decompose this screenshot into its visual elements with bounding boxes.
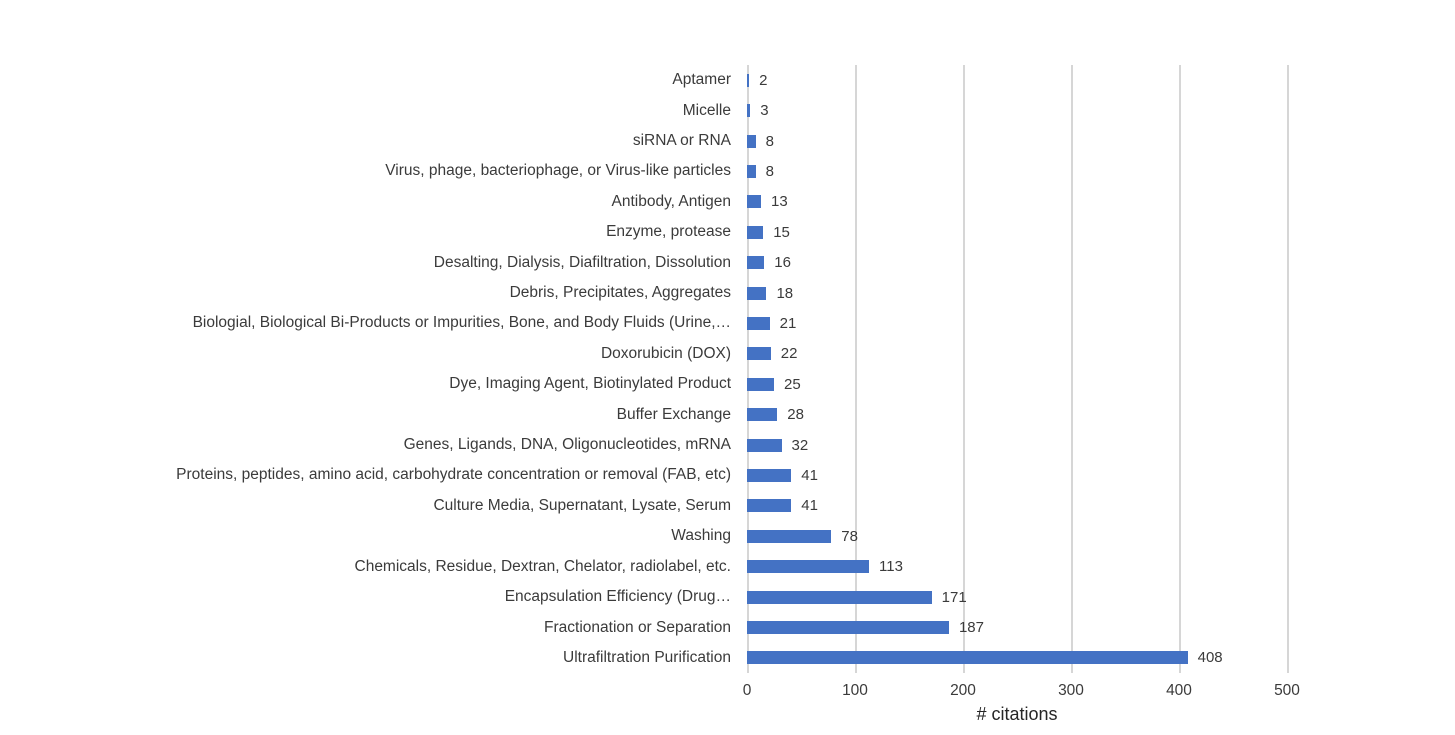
bar-row: Enzyme, protease 15 xyxy=(0,217,1455,247)
bar-row: Fractionation or Separation 187 xyxy=(0,612,1455,642)
bar xyxy=(747,377,774,391)
bar-row: Chemicals, Residue, Dextran, Chelator, r… xyxy=(0,552,1455,582)
value-label: 2 xyxy=(759,71,768,89)
category-label: Culture Media, Supernatant, Lysate, Seru… xyxy=(433,496,731,514)
x-tick-label: 300 xyxy=(1058,682,1084,699)
bar-row: Encapsulation Efficiency (Drug… 171 xyxy=(0,582,1455,612)
value-label: 15 xyxy=(773,223,790,241)
value-label: 13 xyxy=(771,193,788,211)
bar xyxy=(747,590,932,604)
bar-row: Proteins, peptides, amino acid, carbohyd… xyxy=(0,460,1455,490)
category-label: siRNA or RNA xyxy=(632,132,731,150)
bar-row: Washing 78 xyxy=(0,521,1455,551)
gridline xyxy=(1071,65,1073,673)
category-label: Dye, Imaging Agent, Biotinylated Product xyxy=(449,375,731,393)
value-label: 113 xyxy=(879,558,903,576)
bar xyxy=(747,529,832,543)
category-label: Fractionation or Separation xyxy=(544,618,731,636)
bar-row: siRNA or RNA 8 xyxy=(0,126,1455,156)
category-label: Buffer Exchange xyxy=(616,405,731,423)
value-label: 41 xyxy=(801,466,818,484)
bar-row: Desalting, Dialysis, Diafiltration, Diss… xyxy=(0,247,1455,277)
bar xyxy=(747,347,771,361)
bar xyxy=(747,225,764,239)
bar xyxy=(747,468,792,482)
bar xyxy=(747,164,756,178)
category-label: Micelle xyxy=(682,101,731,119)
bar-row: Virus, phage, bacteriophage, or Virus-li… xyxy=(0,156,1455,186)
gridline xyxy=(1287,65,1289,673)
value-label: 21 xyxy=(779,314,797,332)
value-label: 78 xyxy=(841,527,858,545)
plot-area xyxy=(747,65,1307,673)
bar xyxy=(747,73,750,87)
value-label: 3 xyxy=(760,102,769,120)
value-label: 8 xyxy=(765,132,774,150)
gridline xyxy=(855,65,857,673)
value-label: 28 xyxy=(787,406,804,424)
category-label: Encapsulation Efficiency (Drug… xyxy=(504,588,731,606)
category-label: Debris, Precipitates, Aggregates xyxy=(509,284,731,302)
bar-row: Dye, Imaging Agent, Biotinylated Product… xyxy=(0,369,1455,399)
x-axis-ticks: 0 100 200 300 400 500 xyxy=(743,682,1307,702)
category-label: Ultrafiltration Purification xyxy=(563,648,731,666)
bar-row: Doxorubicin (DOX) 22 xyxy=(0,339,1455,369)
bar-row: Culture Media, Supernatant, Lysate, Seru… xyxy=(0,491,1455,521)
value-label: 8 xyxy=(765,162,774,180)
bar xyxy=(747,104,751,118)
bar-row: Genes, Ligands, DNA, Oligonucleotides, m… xyxy=(0,430,1455,460)
bar xyxy=(747,195,762,209)
x-tick-label: 400 xyxy=(1166,682,1192,699)
x-tick-label: 200 xyxy=(950,682,976,699)
category-label: Aptamer xyxy=(672,71,731,89)
value-label: 25 xyxy=(784,375,801,393)
bar-rows: Aptamer 2 Micelle 3 siRNA or RNA 8 Virus, phag… xyxy=(0,65,1455,673)
category-label: Genes, Ligands, DNA, Oligonucleotides, m… xyxy=(403,436,731,454)
value-label: 41 xyxy=(801,497,818,515)
value-label: 187 xyxy=(958,619,984,637)
bar-row: Ultrafiltration Purification 408 xyxy=(0,643,1455,673)
value-label: 18 xyxy=(776,284,794,302)
bar xyxy=(747,408,778,422)
bar-row: Buffer Exchange 28 xyxy=(0,399,1455,429)
bar-row: Biologial, Biological Bi-Products or Imp… xyxy=(0,308,1455,338)
x-axis-title: # citations xyxy=(976,704,1058,724)
category-label: Virus, phage, bacteriophage, or Virus-li… xyxy=(385,162,731,180)
category-label: Antibody, Antigen xyxy=(611,192,732,210)
category-label: Washing xyxy=(671,527,731,545)
category-label: Enzyme, protease xyxy=(606,223,731,241)
bar xyxy=(747,316,770,330)
bar xyxy=(747,438,782,452)
bar-row: Antibody, Antigen 13 xyxy=(0,187,1455,217)
bar xyxy=(747,134,756,148)
category-label: Desalting, Dialysis, Diafiltration, Diss… xyxy=(433,253,731,271)
value-label: 22 xyxy=(780,345,798,363)
value-label: 16 xyxy=(774,254,791,272)
category-label: Chemicals, Residue, Dextran, Chelator, r… xyxy=(354,557,732,575)
bar xyxy=(747,256,765,270)
value-label: 408 xyxy=(1197,649,1223,667)
x-tick-label: 100 xyxy=(842,682,868,699)
bar-row: Aptamer 2 xyxy=(0,65,1455,95)
value-label: 171 xyxy=(941,588,967,606)
bar xyxy=(747,286,767,300)
gridline xyxy=(963,65,965,673)
x-tick-label: 500 xyxy=(1274,682,1300,699)
gridline xyxy=(747,65,749,673)
bar xyxy=(747,499,792,513)
bar-row: Micelle 3 xyxy=(0,95,1455,125)
category-label: Proteins, peptides, amino acid, carbohyd… xyxy=(176,466,731,484)
value-label: 32 xyxy=(791,436,809,454)
bar xyxy=(747,651,1188,665)
category-label: Doxorubicin (DOX) xyxy=(600,344,731,362)
bar-row: Debris, Precipitates, Aggregates 18 xyxy=(0,278,1455,308)
category-label: Biologial, Biological Bi-Products or Imp… xyxy=(192,314,731,332)
bar xyxy=(747,621,949,635)
gridline xyxy=(1179,65,1181,673)
bar xyxy=(747,560,870,574)
x-tick-label: 0 xyxy=(742,682,752,699)
